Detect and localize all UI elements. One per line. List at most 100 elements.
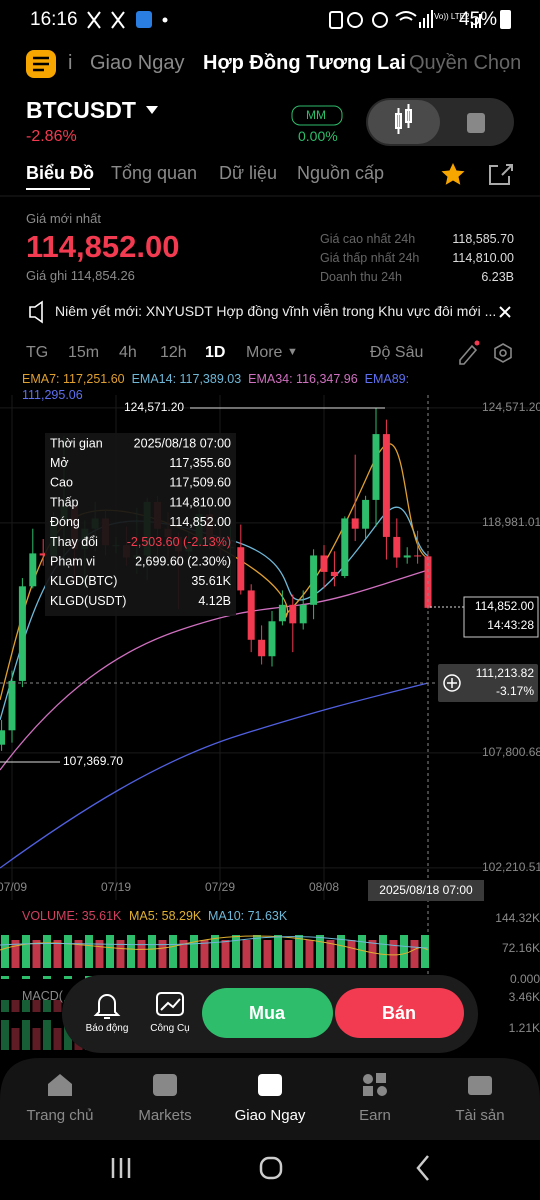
top-tab[interactable]: i	[68, 52, 73, 74]
buy-label[interactable]: Mua	[249, 1003, 285, 1023]
book-icon	[467, 113, 485, 133]
indicator: EMA89: 111,295.06	[22, 372, 410, 402]
symbol[interactable]: BTCUSDT	[26, 97, 136, 123]
volume-bars	[0, 935, 430, 979]
sub-tab-active[interactable]: Biểu Đồ	[26, 163, 95, 183]
y-tick-label: 124,571.20	[482, 400, 540, 414]
notice[interactable]: Niêm yết mới: XNYUSDT Hợp đồng vĩnh viễn…	[55, 303, 497, 319]
status-time: 16:16	[30, 9, 78, 30]
tooltip-label: Thấp	[50, 495, 79, 509]
tooltip-value: 2025/08/18 07:00	[134, 436, 231, 450]
candle-body	[362, 499, 370, 529]
timeframe-active[interactable]: 1D	[205, 344, 226, 361]
candle-body	[29, 553, 37, 587]
volume-axis: 144.32K	[495, 911, 540, 925]
bottom-nav	[0, 1058, 540, 1140]
sell-label[interactable]: Bán	[381, 1003, 417, 1023]
timeframe[interactable]: TG	[26, 344, 49, 361]
candle-body	[268, 621, 276, 657]
sub-tab[interactable]: Tổng quan	[111, 163, 198, 183]
tool-icon[interactable]	[156, 992, 184, 1016]
tool-icon-line	[160, 998, 181, 1011]
sub-tab[interactable]: Dữ liệu	[219, 163, 278, 183]
close-icon[interactable]	[499, 306, 511, 318]
crosshair-date: 2025/08/18 07:00	[379, 883, 473, 897]
nav-label[interactable]: Trang chủ	[26, 1107, 94, 1124]
symbol-change: -2.86%	[26, 128, 77, 145]
timeframe[interactable]: 4h	[119, 344, 137, 361]
crosshair-plus[interactable]	[443, 674, 461, 692]
last-price: 114,852.00	[26, 229, 180, 264]
tooltip-label: Phạm vi	[50, 554, 95, 568]
stat-label: Doanh thu 24h	[320, 270, 403, 284]
star-icon[interactable]	[441, 163, 465, 185]
candle-body	[351, 518, 359, 529]
tooltip-value: 117,509.60	[169, 476, 231, 490]
tooltip-value: 114,810.00	[169, 495, 231, 509]
indicator: EMA14: 117,389.03	[131, 372, 242, 386]
pencil-icon[interactable]	[459, 344, 478, 365]
stat-label: Giá thấp nhất 24h	[320, 251, 420, 265]
macd-axis: 1.21K	[508, 1021, 540, 1035]
nav-label-active[interactable]: Giao Ngay	[234, 1107, 306, 1124]
y-tick-label: 107,800.68	[482, 745, 540, 759]
candle-body	[237, 547, 245, 591]
menu-lines	[33, 56, 49, 72]
tooltip-value: -2,503.60 (-2.13%)	[127, 535, 231, 549]
candle-body	[8, 680, 16, 731]
timeframe[interactable]: More	[246, 344, 283, 361]
nav-label[interactable]: Markets	[138, 1107, 192, 1124]
candle-body	[382, 434, 390, 537]
stat-value: 6.23B	[481, 270, 514, 284]
top-tab[interactable]: Quyền Chọn	[409, 52, 522, 74]
share-icon[interactable]	[489, 164, 513, 185]
speaker-icon	[29, 300, 43, 324]
candle-body	[299, 604, 307, 624]
sub-tab[interactable]: Nguồn cấp	[297, 163, 385, 183]
candle-body	[414, 555, 422, 557]
sell-button[interactable]	[335, 988, 464, 1038]
candle-body	[278, 604, 286, 622]
top-tab-active[interactable]: Hợp Đồng Tương Lai	[203, 52, 406, 74]
candle-body	[330, 571, 338, 577]
nav-label[interactable]: Earn	[359, 1107, 391, 1124]
candle-body	[289, 604, 297, 624]
buy-button[interactable]	[202, 988, 333, 1038]
timeframe[interactable]: 12h	[160, 344, 187, 361]
depth[interactable]: Độ Sâu	[370, 344, 424, 361]
last-price-label: 114,852.00	[475, 599, 534, 613]
action-label[interactable]: Công Cụ	[150, 1023, 190, 1034]
bell-icon[interactable]	[93, 994, 121, 1019]
tooltip-label: Đóng	[50, 515, 80, 529]
crosshair-price: 111,213.82	[476, 666, 535, 680]
date-box	[368, 880, 484, 901]
min-label: 107,369.70	[63, 754, 123, 768]
timeframe[interactable]: 15m	[68, 344, 100, 361]
volume-legend: VOLUME: 35.61K	[22, 909, 122, 923]
action-label[interactable]: Báo động	[85, 1023, 129, 1034]
settings-icon[interactable]	[494, 343, 512, 363]
candle-body	[320, 555, 328, 572]
candle-body	[372, 434, 380, 500]
volume-axis: 0.000	[509, 972, 540, 986]
max-label: 124,571.20	[124, 400, 184, 414]
tooltip-label: KLGD(USDT)	[50, 594, 126, 608]
x-tick-label: 08/08	[309, 880, 339, 894]
candle-body	[258, 639, 266, 657]
price-label[interactable]: Giá mới nhất	[26, 211, 101, 226]
symbol-caret[interactable]	[146, 106, 158, 114]
stat-value: 114,810.00	[452, 251, 514, 265]
candle-body	[0, 730, 6, 745]
candle-body	[393, 536, 401, 558]
pencil-dot	[474, 340, 480, 346]
volume-axis: 72.16K	[501, 941, 540, 955]
indicator: EMA34: 116,347.96	[248, 372, 358, 386]
macd-label: MACD(	[22, 989, 63, 1003]
view-toggle-active[interactable]	[368, 100, 440, 144]
nav-label[interactable]: Tài sản	[455, 1107, 505, 1124]
top-tab[interactable]: Giao Ngay	[90, 52, 185, 74]
tooltip-value: 117,355.60	[169, 456, 231, 470]
mode: MM	[306, 108, 326, 122]
tooltip-value: 35.61K	[191, 574, 231, 588]
